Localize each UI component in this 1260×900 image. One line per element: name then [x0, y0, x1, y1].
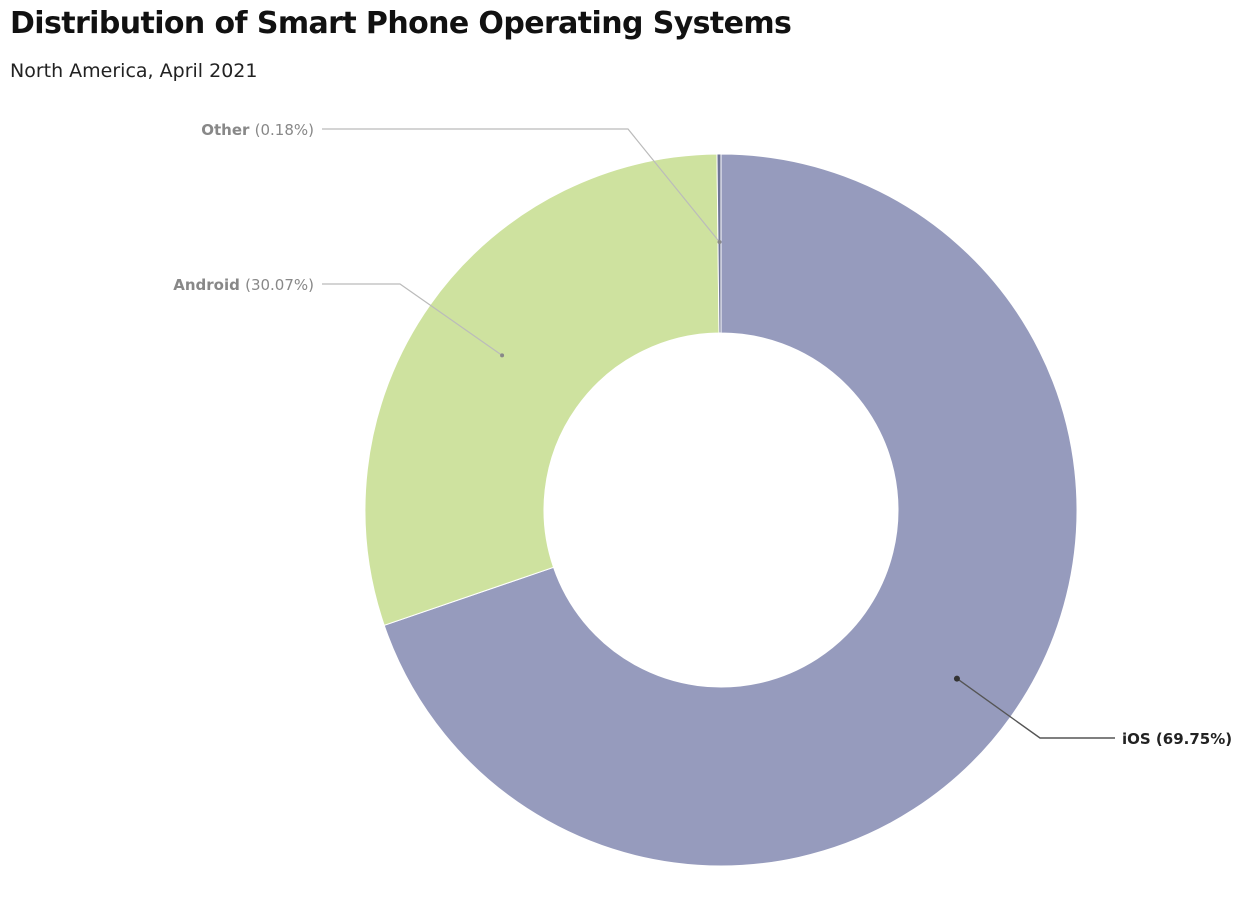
slice-label-ios: iOS (69.75%) — [1122, 730, 1232, 748]
chart-title: Distribution of Smart Phone Operating Sy… — [10, 6, 792, 41]
slices-group — [364, 153, 1078, 867]
slice-label-name-android: Android — [173, 276, 245, 294]
slice-android[interactable] — [364, 153, 720, 626]
slice-label-name-ios: iOS — [1122, 730, 1156, 748]
leader-line-ios — [956, 678, 1115, 739]
slice-ios[interactable] — [383, 153, 1078, 867]
slice-label-value-ios: (69.75%) — [1156, 730, 1232, 748]
chart-subtitle: North America, April 2021 — [10, 60, 258, 82]
leader-line-android — [322, 283, 503, 356]
slice-label-android: Android (30.07%) — [173, 276, 314, 294]
slice-label-name-other: Other — [201, 121, 254, 139]
slice-label-other: Other (0.18%) — [201, 121, 314, 139]
slice-label-value-android: (30.07%) — [245, 276, 314, 294]
slice-label-value-other: (0.18%) — [255, 121, 314, 139]
leader-line-other — [322, 128, 720, 243]
leader-lines-group — [322, 128, 1115, 739]
leader-dot-ios — [953, 675, 960, 682]
leader-dot-android — [500, 353, 505, 358]
leader-dot-other — [717, 240, 722, 245]
slice-labels-group: iOS (69.75%) Android (30.07%) Other (0.18%… — [173, 121, 1232, 748]
